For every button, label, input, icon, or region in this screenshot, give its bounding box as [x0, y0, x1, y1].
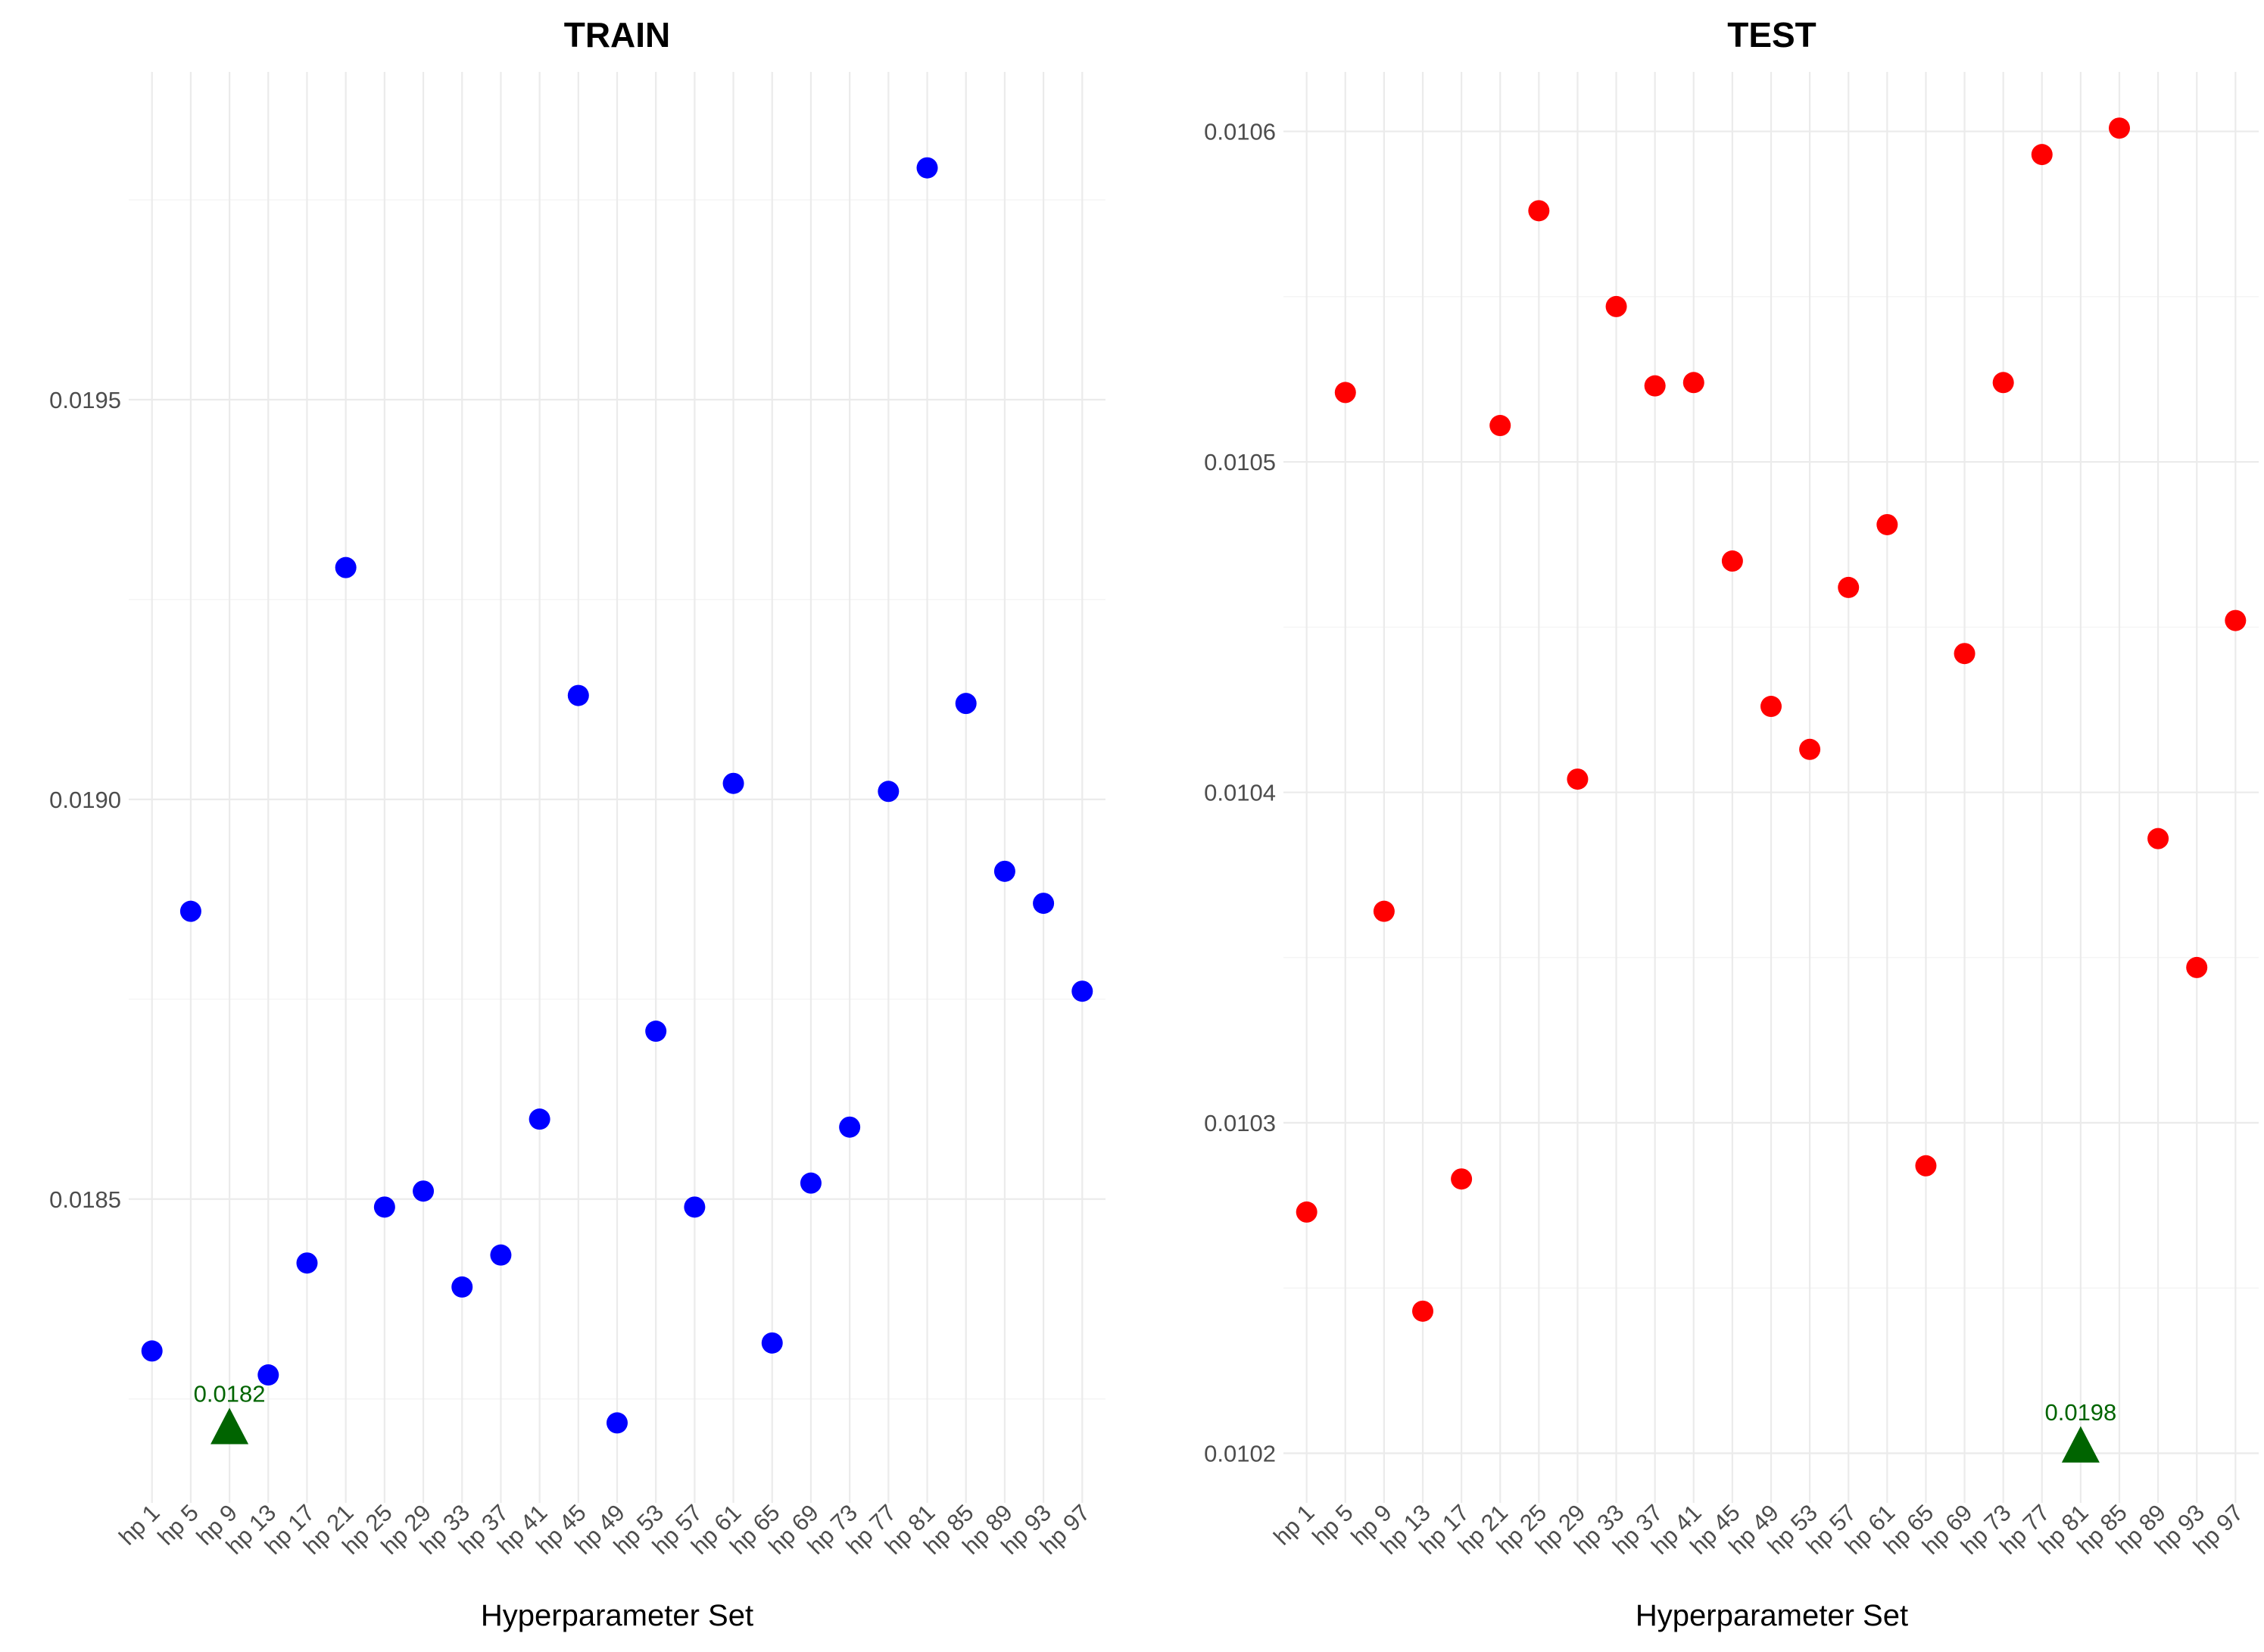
data-point-1-0-21 [2147, 828, 2169, 849]
data-point-0-0-0 [141, 1340, 163, 1362]
data-point-1-0-14 [1838, 576, 1860, 598]
data-point-0-0-23 [1071, 980, 1093, 1002]
best-marker-0 [210, 1407, 249, 1445]
data-point-1-0-9 [1644, 375, 1666, 397]
data-point-0-0-12 [645, 1021, 667, 1043]
data-point-1-0-3 [1412, 1300, 1433, 1322]
data-point-1-0-13 [1799, 738, 1821, 760]
data-point-0-0-22 [1033, 893, 1055, 915]
y-tick-label-1-0: 0.0102 [1204, 1441, 1276, 1467]
data-point-1-0-15 [1876, 513, 1898, 535]
best-marker-1 [2061, 1426, 2100, 1463]
panel-title-0: TRAIN [564, 15, 671, 55]
data-point-1-0-8 [1605, 295, 1627, 317]
data-point-0-0-8 [490, 1244, 512, 1266]
data-point-0-0-21 [993, 860, 1015, 882]
data-point-0-0-13 [684, 1196, 706, 1218]
data-point-1-0-10 [1682, 372, 1704, 394]
data-point-0-0-11 [607, 1412, 628, 1434]
data-point-1-0-6 [1528, 200, 1550, 222]
data-point-1-0-11 [1721, 550, 1743, 572]
data-point-1-0-16 [1915, 1155, 1937, 1177]
data-point-1-0-23 [2225, 609, 2247, 631]
data-point-0-0-5 [373, 1196, 395, 1218]
best-label-1: 0.0198 [2044, 1399, 2116, 1426]
x-axis-label-0: Hyperparameter Set [481, 1599, 753, 1632]
x-axis-label-1: Hyperparameter Set [1636, 1599, 1908, 1632]
data-point-0-0-10 [567, 684, 589, 706]
y-tick-label-0-0: 0.0185 [49, 1186, 121, 1213]
panel-title-1: TEST [1727, 15, 1817, 55]
data-point-0-0-4 [335, 556, 357, 578]
data-point-0-0-17 [839, 1116, 861, 1138]
data-point-1-0-5 [1489, 415, 1511, 437]
data-point-0-0-2 [257, 1364, 279, 1386]
data-point-1-0-7 [1567, 768, 1589, 790]
data-point-0-0-9 [529, 1108, 550, 1130]
y-tick-label-0-2: 0.0195 [49, 387, 121, 413]
data-point-1-0-22 [2186, 956, 2208, 978]
data-point-1-0-12 [1760, 696, 1782, 718]
y-tick-label-1-4: 0.0106 [1204, 119, 1276, 145]
data-point-0-0-3 [296, 1252, 318, 1274]
y-tick-label-1-2: 0.0104 [1204, 780, 1276, 806]
y-tick-label-1-1: 0.0103 [1204, 1110, 1276, 1136]
data-point-0-0-6 [413, 1180, 435, 1202]
data-point-1-0-4 [1451, 1168, 1473, 1190]
data-point-1-0-2 [1373, 900, 1395, 922]
data-point-0-0-18 [878, 781, 900, 803]
data-point-0-0-7 [451, 1276, 473, 1298]
data-point-0-0-1 [179, 900, 201, 922]
best-label-0: 0.0182 [194, 1380, 266, 1407]
data-point-1-0-17 [1954, 643, 1976, 665]
data-point-0-0-20 [955, 693, 977, 715]
y-tick-label-0-1: 0.0190 [49, 787, 121, 813]
data-point-0-0-16 [800, 1172, 822, 1194]
data-point-0-0-19 [916, 157, 938, 179]
data-point-1-0-1 [1334, 382, 1356, 404]
data-point-1-0-20 [2109, 117, 2130, 139]
data-point-1-0-18 [1992, 372, 2014, 394]
data-point-1-0-0 [1296, 1201, 1318, 1223]
data-point-0-0-14 [722, 772, 744, 794]
data-point-0-0-15 [761, 1332, 783, 1354]
data-point-1-0-19 [2031, 144, 2053, 166]
y-tick-label-1-3: 0.0105 [1204, 449, 1276, 475]
